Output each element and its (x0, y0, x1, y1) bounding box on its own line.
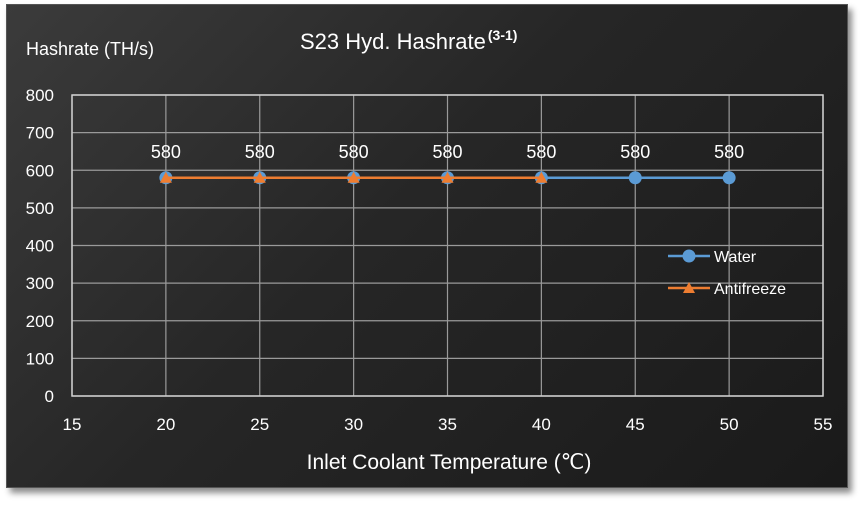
x-tick-label: 45 (626, 415, 645, 434)
data-point-water (722, 171, 736, 185)
data-label: 580 (432, 142, 462, 162)
data-label: 580 (714, 142, 744, 162)
y-tick-label: 100 (26, 349, 54, 368)
data-point-water (628, 171, 642, 185)
data-point-antifreeze (535, 171, 548, 183)
y-tick-label: 300 (26, 274, 54, 293)
x-tick-label: 15 (63, 415, 82, 434)
y-tick-label: 700 (26, 124, 54, 143)
data-label: 580 (620, 142, 650, 162)
y-tick-label: 800 (26, 86, 54, 105)
x-tick-label: 35 (438, 415, 457, 434)
grid (71, 94, 824, 397)
data-label: 580 (245, 142, 275, 162)
x-tick-label: 50 (720, 415, 739, 434)
y-tick-label: 600 (26, 161, 54, 180)
y-tick-label: 0 (45, 387, 54, 406)
legend-label-water: Water (714, 249, 757, 266)
legend-marker-water (682, 249, 696, 263)
y-axis-title: Hashrate (TH/s) (26, 39, 154, 59)
y-tick-label: 200 (26, 312, 54, 331)
series-group (159, 171, 736, 185)
y-tick-labels: 0 100 200 300 400 500 600 700 800 (26, 86, 54, 406)
y-tick-label: 500 (26, 199, 54, 218)
chart-title: S23 Hyd. Hashrate (3-1) (300, 27, 517, 54)
data-point-antifreeze (159, 171, 172, 183)
legend-marker-antifreeze (683, 282, 695, 293)
legend: Water Antifreeze (668, 249, 786, 298)
legend-label-antifreeze: Antifreeze (714, 281, 786, 298)
data-point-antifreeze (347, 171, 360, 183)
y-tick-label: 400 (26, 237, 54, 256)
x-tick-label: 25 (250, 415, 269, 434)
data-labels: 580 580 580 580 580 580 580 (151, 142, 744, 162)
data-point-antifreeze (441, 171, 454, 183)
chart-title-main: S23 Hyd. Hashrate (300, 29, 486, 54)
chart-title-superscript: (3-1) (488, 27, 518, 43)
x-tick-label: 30 (344, 415, 363, 434)
data-point-antifreeze (253, 171, 266, 183)
plot-area-border (71, 94, 824, 397)
x-tick-label: 20 (156, 415, 175, 434)
data-label: 580 (526, 142, 556, 162)
data-label: 580 (339, 142, 369, 162)
x-axis-title: Inlet Coolant Temperature (℃) (307, 451, 592, 474)
x-tick-label: 55 (814, 415, 833, 434)
x-tick-label: 40 (532, 415, 551, 434)
data-label: 580 (151, 142, 181, 162)
x-tick-labels: 15 20 25 30 35 40 45 50 55 (63, 415, 833, 434)
